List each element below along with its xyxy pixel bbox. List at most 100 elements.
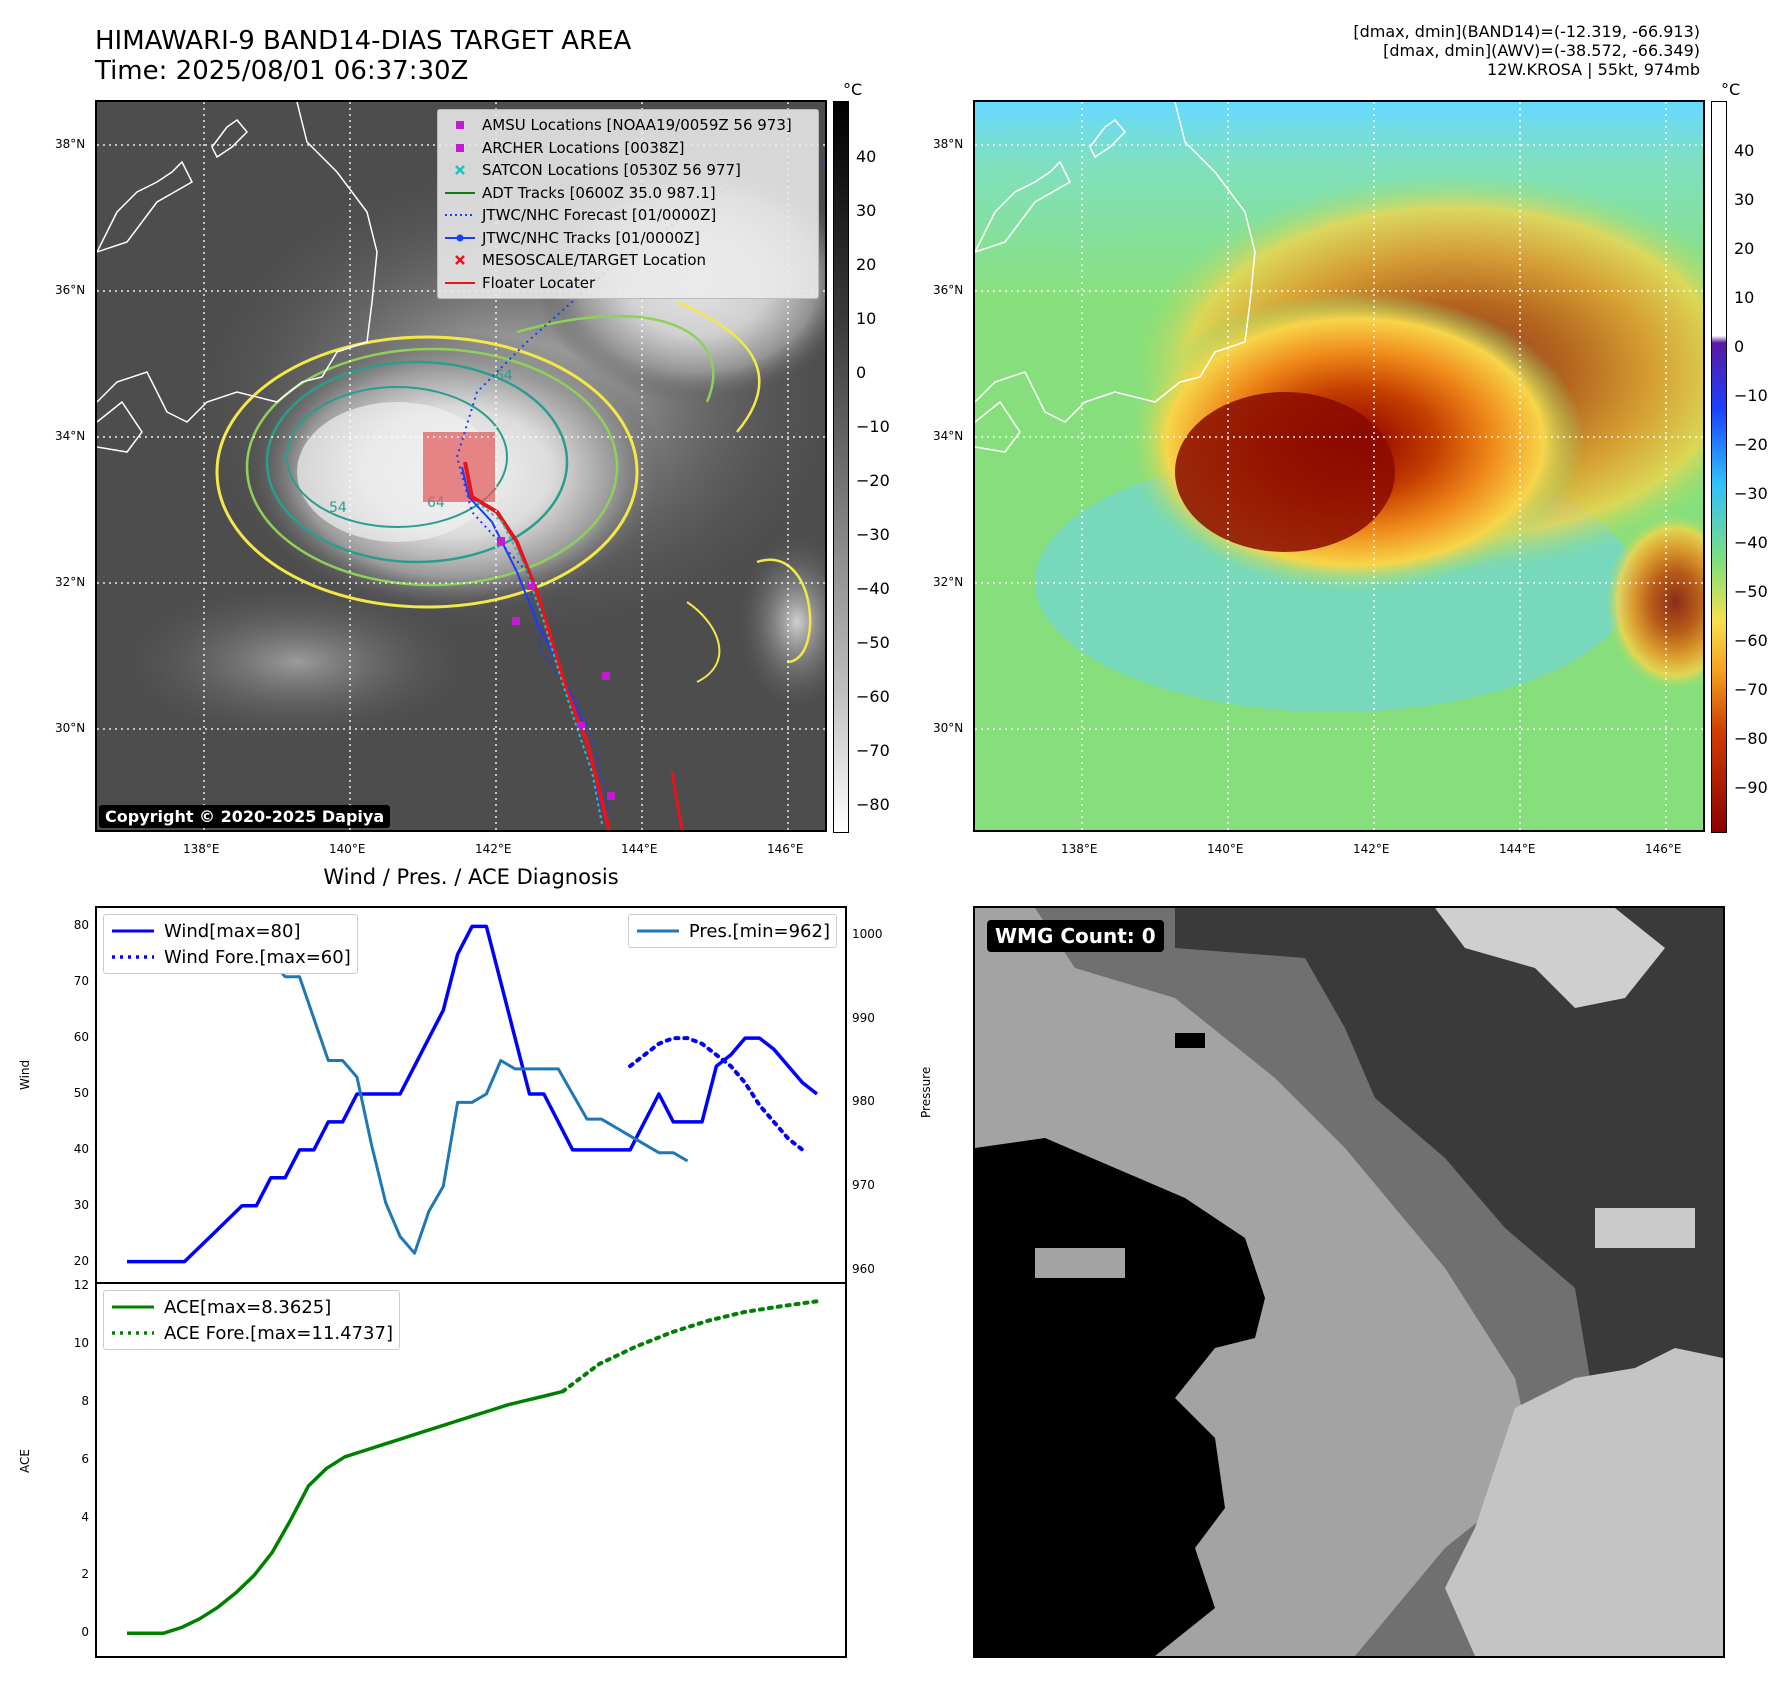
wind-y-tick: 60 [73, 1030, 89, 1045]
pressure-y-tick: 1000 [852, 926, 883, 941]
legend-ace-label: ACE[max=8.3625] [164, 1296, 332, 1318]
lat-label-34: 34°N [55, 429, 86, 443]
r-lon-label-142: 142°E [1353, 842, 1390, 856]
info-block: [dmax, dmin](BAND14)=(-12.319, -66.913) … [1000, 22, 1700, 79]
floater-line-icon [445, 281, 475, 284]
cb-right-tick-m60: −60 [1734, 631, 1768, 650]
pressure-y-tick: 990 [852, 1010, 875, 1025]
cb-right-tick-10: 10 [1734, 288, 1755, 307]
adt-line-icon [445, 191, 475, 194]
cb-left-tick-0: 0 [856, 363, 867, 382]
legend-ace-fore: ACE Fore.[max=11.4737] [110, 1320, 393, 1346]
legend-item-archer: ARCHER Locations [0038Z] [438, 137, 818, 160]
legend-item-adt: ADT Tracks [0600Z 35.0 987.1] [438, 182, 818, 205]
target-x-icon [455, 255, 465, 266]
cb-right-tick-m50: −50 [1734, 582, 1768, 601]
figure-title: HIMAWARI-9 BAND14-DIAS TARGET AREA [95, 26, 632, 56]
cb-left-tick-m70: −70 [856, 741, 890, 760]
cb-right-tick-m80: −80 [1734, 729, 1768, 748]
ace-legend: ACE[max=8.3625] ACE Fore.[max=11.4737] [103, 1290, 400, 1350]
legend-pressure: Pres.[min=962] [635, 918, 830, 944]
lon-label-144: 144°E [621, 842, 658, 856]
lat-label-30: 30°N [55, 721, 86, 735]
r-lat-label-36: 36°N [933, 283, 964, 297]
legend-wind-label: Wind[max=80] [164, 920, 301, 942]
cb-left-tick-m50: −50 [856, 633, 890, 652]
cb-left-tick-20: 20 [856, 255, 877, 274]
r-lon-label-144: 144°E [1499, 842, 1536, 856]
lat-label-38: 38°N [55, 137, 86, 151]
wind-y-tick: 20 [73, 1253, 89, 1268]
legend-item-target: MESOSCALE/TARGET Location [438, 249, 818, 272]
pressure-y-tick: 980 [852, 1094, 875, 1109]
cb-left-tick-m60: −60 [856, 687, 890, 706]
lat-label-36: 36°N [55, 283, 86, 297]
cb-right-tick-m90: −90 [1734, 778, 1768, 797]
legend-item-floater: Floater Locater [438, 272, 818, 295]
ace-line-icon [112, 1305, 154, 1309]
figure-time: Time: 2025/08/01 06:37:30Z [95, 56, 469, 86]
wind-y-tick: 70 [73, 974, 89, 989]
cb-right-tick-m70: −70 [1734, 680, 1768, 699]
wmg-panel: WMG Count: 0 [973, 906, 1725, 1658]
lon-label-142: 142°E [475, 842, 512, 856]
info-storm: 12W.KROSA | 55kt, 974mb [1487, 60, 1700, 79]
ace-chart: ACE[max=8.3625] ACE Fore.[max=11.4737] [95, 1282, 847, 1658]
r-lon-label-138: 138°E [1061, 842, 1098, 856]
cb-left-tick-m20: −20 [856, 471, 890, 490]
lon-label-138: 138°E [183, 842, 220, 856]
lon-label-140: 140°E [329, 842, 366, 856]
wind-line-icon [112, 929, 154, 933]
wind-line [127, 924, 819, 1264]
ace-y-tick: 2 [81, 1567, 89, 1582]
legend-item-tracks: JTWC/NHC Tracks [01/0000Z] [438, 227, 818, 250]
ace-plot [127, 1299, 819, 1636]
r-lon-label-146: 146°E [1645, 842, 1682, 856]
legend-ace-fore-label: ACE Fore.[max=11.4737] [164, 1322, 393, 1344]
r-lat-label-38: 38°N [933, 137, 964, 151]
cb-left-tick-m30: −30 [856, 525, 890, 544]
cb-left-tick-40: 40 [856, 147, 877, 166]
legend-item-forecast: JTWC/NHC Forecast [01/0000Z] [438, 204, 818, 227]
cb-left-tick-m40: −40 [856, 579, 890, 598]
diagnosis-title: Wind / Pres. / ACE Diagnosis [323, 865, 619, 889]
legend-label-amsu: AMSU Locations [NOAA19/0059Z 56 973] [482, 116, 792, 135]
legend-item-amsu: AMSU Locations [NOAA19/0059Z 56 973] [438, 114, 818, 137]
wind-y-tick: 40 [73, 1141, 89, 1156]
pressure-y-tick: 960 [852, 1262, 875, 1276]
legend-wind-fore: Wind Fore.[max=60] [110, 944, 351, 970]
copyright-badge: Copyright © 2020-2025 Dapiya [99, 805, 391, 828]
wind-pressure-chart: Wind[max=80] Wind Fore.[max=60] Pres.[mi… [95, 906, 847, 1284]
cb-right-tick-m30: −30 [1734, 484, 1768, 503]
pressure-axis-label: Pressure [919, 1066, 933, 1118]
wind-y-tick: 30 [73, 1197, 89, 1212]
map-legend: AMSU Locations [NOAA19/0059Z 56 973] ARC… [437, 109, 819, 299]
ace-axis-label: ACE [18, 1449, 32, 1473]
legend-label-tracks: JTWC/NHC Tracks [01/0000Z] [482, 228, 700, 247]
legend-item-satcon: SATCON Locations [0530Z 56 977] [438, 159, 818, 182]
awv-map-panel [973, 100, 1705, 832]
awv-map-image [975, 102, 1703, 830]
legend-pressure-label: Pres.[min=962] [688, 920, 830, 942]
contour-label-3: 54 [329, 500, 347, 516]
ir-map-panel: 64 64 54 [95, 100, 827, 832]
colorbar-left [833, 101, 849, 833]
amsu-square-icon [456, 121, 464, 130]
ace-forecast-line [560, 1299, 819, 1394]
cb-right-tick-m40: −40 [1734, 533, 1768, 552]
wmg-image [975, 908, 1723, 1656]
legend-wind: Wind[max=80] [110, 918, 351, 944]
colorbar-left-unit: °C [843, 80, 863, 99]
legend-ace: ACE[max=8.3625] [110, 1294, 393, 1320]
ace-y-tick: 6 [81, 1451, 89, 1466]
r-lat-label-30: 30°N [933, 721, 964, 735]
cb-right-tick-m10: −10 [1734, 386, 1768, 405]
legend-label-archer: ARCHER Locations [0038Z] [482, 138, 685, 157]
wind-fore-dotted-icon [112, 955, 154, 959]
pressure-legend: Pres.[min=962] [627, 914, 837, 948]
cb-right-tick-20: 20 [1734, 239, 1755, 258]
ace-y-tick: 10 [73, 1335, 89, 1350]
pressure-line-icon [636, 929, 679, 933]
r-lon-label-140: 140°E [1207, 842, 1244, 856]
info-awv: [dmax, dmin](AWV)=(-38.572, -66.349) [1383, 41, 1700, 60]
